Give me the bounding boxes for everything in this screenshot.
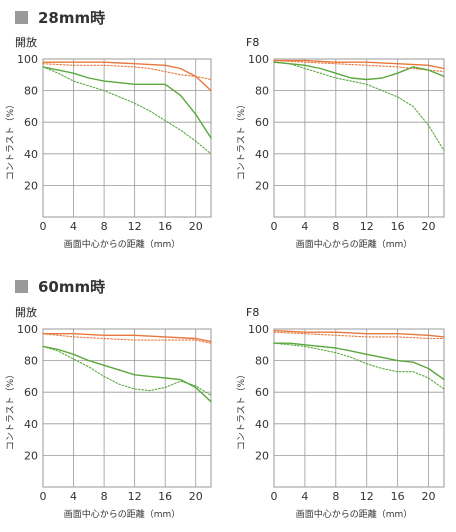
mtf-chart-2: 0 4 8 12 16 20 20 40 60 80 100 F8 画面中心からの距離（mm） コントラス… — [236, 36, 445, 250]
x-tick-label: 8 — [101, 220, 108, 233]
x-axis-label: 画面中心からの距離（mm） — [296, 508, 413, 520]
y-tick-label: 40 — [24, 148, 38, 161]
x-tick-label: 8 — [101, 490, 108, 503]
y-tick-label: 80 — [24, 355, 38, 368]
mtf-chart-4: 0 4 8 12 16 20 20 40 60 80 100 F8 画面中心からの距離（mm） コントラス… — [236, 306, 445, 520]
series-line-solid — [42, 333, 212, 343]
chart-title: F8 — [246, 306, 259, 319]
y-tick-label: 100 — [248, 323, 269, 336]
y-tick-label: 20 — [24, 449, 38, 462]
x-tick-label: 12 — [128, 490, 142, 503]
series-line-dotted — [42, 66, 212, 155]
series-line-dotted — [42, 345, 212, 396]
x-tick-label: 12 — [360, 220, 374, 233]
y-tick-label: 40 — [255, 418, 269, 431]
y-tick-label: 80 — [255, 355, 269, 368]
series-line-solid — [273, 61, 445, 81]
section-heading-text: 28mm時 — [38, 9, 106, 27]
chart-title: 開放 — [15, 305, 37, 319]
y-tick-label: 20 — [24, 179, 38, 192]
x-tick-label: 20 — [422, 490, 436, 503]
y-tick-label: 60 — [255, 386, 269, 399]
series-line-solid — [42, 66, 212, 139]
x-tick-label: 0 — [271, 490, 278, 503]
x-tick-label: 4 — [301, 490, 308, 503]
x-tick-label: 0 — [40, 220, 47, 233]
y-tick-label: 100 — [248, 53, 269, 66]
y-tick-label: 60 — [255, 116, 269, 129]
y-tick-label: 100 — [17, 53, 38, 66]
y-tick-label: 20 — [255, 179, 269, 192]
series-line-dotted — [273, 331, 445, 340]
x-tick-label: 16 — [158, 490, 172, 503]
x-tick-label: 0 — [40, 490, 47, 503]
y-tick-label: 80 — [255, 85, 269, 98]
y-axis-label: コントラスト（%） — [236, 370, 247, 450]
x-tick-label: 16 — [158, 220, 172, 233]
x-tick-label: 4 — [70, 220, 77, 233]
y-tick-label: 60 — [24, 116, 38, 129]
series-line-dotted — [273, 61, 445, 152]
y-tick-label: 20 — [255, 449, 269, 462]
series-line-solid — [273, 59, 445, 70]
series-line-solid — [42, 61, 212, 92]
y-tick-label: 80 — [24, 85, 38, 98]
series-line-solid — [42, 345, 212, 403]
series-line-dotted — [273, 342, 445, 390]
plot-frame — [273, 58, 445, 218]
section-heading-60mm: 60mm時 — [15, 276, 105, 297]
chart-title: F8 — [246, 36, 259, 49]
section-marker-square — [15, 11, 28, 24]
x-tick-label: 20 — [422, 220, 436, 233]
x-tick-label: 16 — [391, 220, 405, 233]
x-tick-label: 8 — [332, 220, 339, 233]
x-axis-label: 画面中心からの距離（mm） — [64, 238, 181, 250]
y-tick-label: 100 — [17, 323, 38, 336]
x-tick-label: 8 — [332, 490, 339, 503]
chart-title: 開放 — [15, 35, 37, 49]
x-tick-label: 4 — [70, 490, 77, 503]
section-heading-28mm: 28mm時 — [15, 7, 105, 28]
section-heading-text: 60mm時 — [38, 278, 106, 296]
x-tick-label: 4 — [301, 220, 308, 233]
y-tick-label: 40 — [255, 148, 269, 161]
y-axis-label: コントラスト（%） — [5, 100, 16, 180]
section-marker-square — [15, 280, 28, 293]
plot-frame — [42, 58, 212, 218]
series-line-dotted — [42, 333, 212, 344]
series-line-solid — [273, 329, 445, 338]
y-axis-label: コントラスト（%） — [5, 370, 16, 450]
x-tick-label: 12 — [128, 220, 142, 233]
y-tick-label: 60 — [24, 386, 38, 399]
x-tick-label: 20 — [189, 490, 203, 503]
series-line-solid — [273, 342, 445, 381]
x-tick-label: 20 — [189, 220, 203, 233]
y-axis-label: コントラスト（%） — [236, 100, 247, 180]
x-tick-label: 12 — [360, 490, 374, 503]
x-axis-label: 画面中心からの距離（mm） — [64, 508, 181, 520]
x-tick-label: 0 — [271, 220, 278, 233]
y-tick-label: 40 — [24, 418, 38, 431]
x-tick-label: 16 — [391, 490, 405, 503]
x-axis-label: 画面中心からの距離（mm） — [296, 238, 413, 250]
series-line-dotted — [42, 63, 212, 81]
